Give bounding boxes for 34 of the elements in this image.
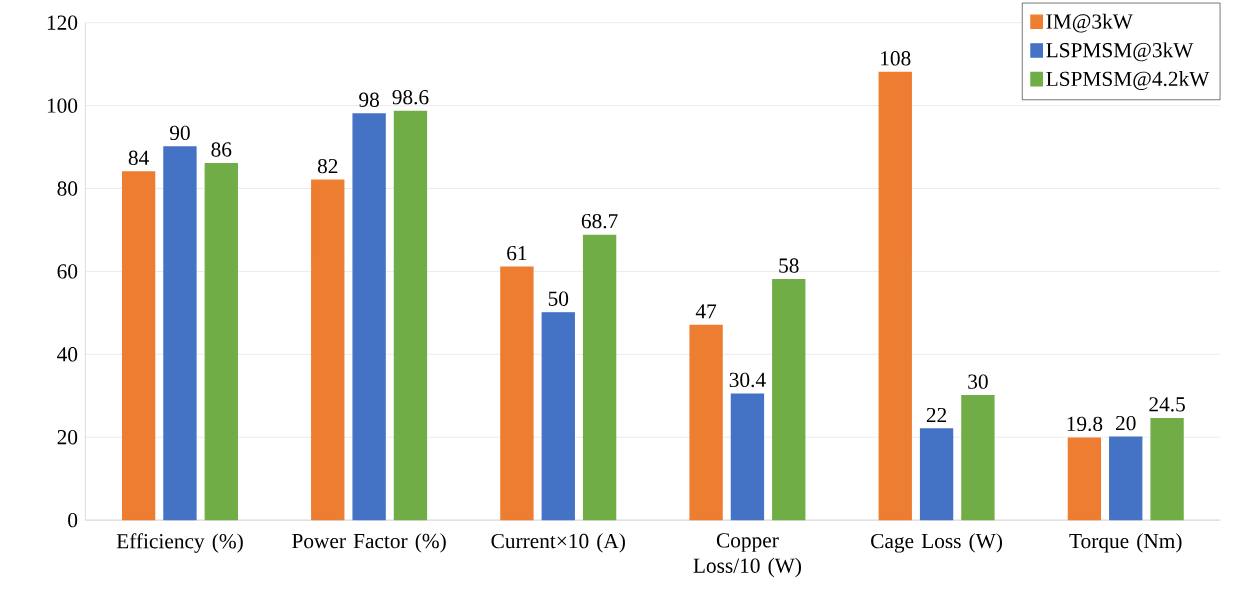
data-label: 20 (1116, 415, 1136, 431)
y-tick-label: 20 (57, 429, 78, 445)
data-label: 98 (359, 92, 379, 107)
data-label: 22 (926, 407, 947, 422)
data-label: 86 (211, 142, 232, 157)
x-tick-label: Cage Loss (W) (871, 532, 1002, 553)
data-label: 90 (169, 125, 190, 140)
x-tick-label: Efficiency (%) (116, 532, 243, 553)
data-label: 98.6 (392, 89, 429, 105)
x-tick-label: Current×10 (A) (491, 532, 625, 553)
data-label: 19.8 (1067, 416, 1103, 431)
data-label: 30 (968, 374, 988, 389)
x-tick-label: Power Factor (%) (292, 532, 446, 553)
y-tick-label: 40 (57, 346, 78, 362)
legend-label: LSPMSM@4.2kW (1046, 70, 1210, 90)
data-label: 84 (128, 150, 149, 165)
y-tick-label: 120 (47, 15, 78, 30)
data-label: 30.4 (729, 372, 766, 387)
x-tick-label: Copper Loss/10 (W) (693, 532, 801, 577)
data-label: 68.7 (581, 213, 618, 229)
data-label: 58 (779, 258, 799, 273)
x-tick-label: Torque (Nm) (1069, 532, 1182, 553)
data-label: 82 (317, 158, 338, 174)
data-label: 108 (881, 50, 911, 66)
data-label: 24.5 (1149, 396, 1185, 412)
y-tick-label: 60 (57, 263, 78, 279)
data-label: 50 (548, 291, 569, 306)
data-label: 61 (507, 245, 527, 261)
y-tick-label: 80 (57, 181, 78, 196)
y-tick-label: 100 (47, 98, 78, 113)
data-label: 47 (695, 304, 717, 319)
y-tick-label: 0 (68, 512, 78, 528)
legend-label: LSPMSM@3kW (1046, 42, 1194, 62)
legend-label: IM@3kW (1046, 13, 1133, 33)
